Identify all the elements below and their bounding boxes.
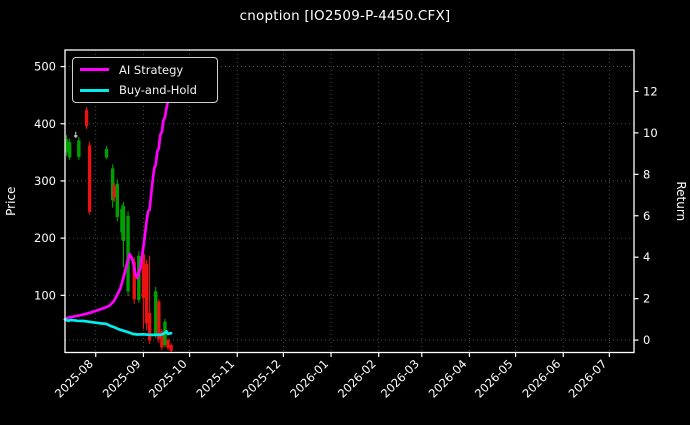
candle-body — [115, 183, 119, 217]
return-tick-label: 10 — [643, 126, 658, 140]
candle-body — [137, 255, 141, 300]
ai-strategy-line-swatch — [80, 68, 109, 72]
candle-body — [110, 168, 115, 201]
candle-body — [166, 339, 170, 348]
x-tick-label: 2026-04 — [426, 357, 470, 401]
x-tick-label: 2026-01 — [287, 357, 331, 401]
candle-body — [157, 301, 161, 340]
legend: AI Strategy Buy-and-Hold — [72, 57, 218, 103]
buy-and-hold-line-swatch — [80, 88, 109, 92]
candle-body — [121, 206, 126, 241]
legend-item-buy-and-hold: Buy-and-Hold — [73, 81, 217, 99]
x-tick-label: 2026-06 — [519, 357, 563, 401]
candle-body — [160, 331, 164, 348]
candle-body — [84, 110, 89, 127]
return-tick-label: 12 — [643, 84, 658, 98]
candle-body — [132, 261, 136, 300]
candle-body — [77, 140, 81, 157]
candle-body — [104, 148, 109, 158]
buy-and-hold-line — [63, 317, 173, 337]
plot-border — [64, 49, 635, 354]
price-tick-label: 500 — [34, 60, 56, 74]
candle-body — [74, 135, 78, 137]
candle-body — [87, 145, 92, 212]
return-tick-label: 4 — [643, 250, 650, 264]
candle-body — [112, 185, 116, 198]
candle-body — [126, 215, 130, 292]
candle-body — [169, 345, 173, 351]
candle-body — [154, 291, 158, 335]
x-tick-label: 2025-09 — [100, 357, 144, 401]
x-tick-label: 2026-02 — [335, 357, 379, 401]
price-tick-label: 200 — [34, 231, 56, 245]
x-tick-label: 2025-11 — [193, 357, 237, 401]
chart-title: cnoption [IO2509-P-4450.CFX] — [239, 8, 451, 24]
price-tick-label: 100 — [34, 288, 56, 302]
price-tick-label: 400 — [34, 117, 56, 131]
return-tick-label: 6 — [643, 209, 650, 223]
candle-body — [147, 313, 152, 341]
price-tick-label: 300 — [34, 174, 56, 188]
legend-item-ai-strategy: AI Strategy — [73, 61, 217, 79]
candle-body — [141, 254, 146, 299]
candle-body — [144, 263, 149, 324]
legend-label: AI Strategy — [119, 62, 184, 77]
return-tick-label: 2 — [643, 292, 650, 306]
candle-body — [67, 142, 72, 158]
ai-strategy-line — [63, 99, 170, 321]
price-axis-label: Price — [4, 187, 18, 216]
legend-label: Buy-and-Hold — [119, 83, 197, 98]
return-axis-label: Return — [674, 181, 688, 221]
x-tick-label: 2025-12 — [240, 357, 284, 401]
return-tick-label: 0 — [643, 333, 650, 347]
candle-body — [64, 139, 69, 153]
x-tick-label: 2026-07 — [566, 357, 610, 401]
x-tick-label: 2025-08 — [52, 357, 96, 401]
x-tick-label: 2025-10 — [146, 357, 190, 401]
x-tick-label: 2026-03 — [378, 357, 422, 401]
x-tick-label: 2026-05 — [472, 357, 516, 401]
return-tick-label: 8 — [643, 167, 650, 181]
